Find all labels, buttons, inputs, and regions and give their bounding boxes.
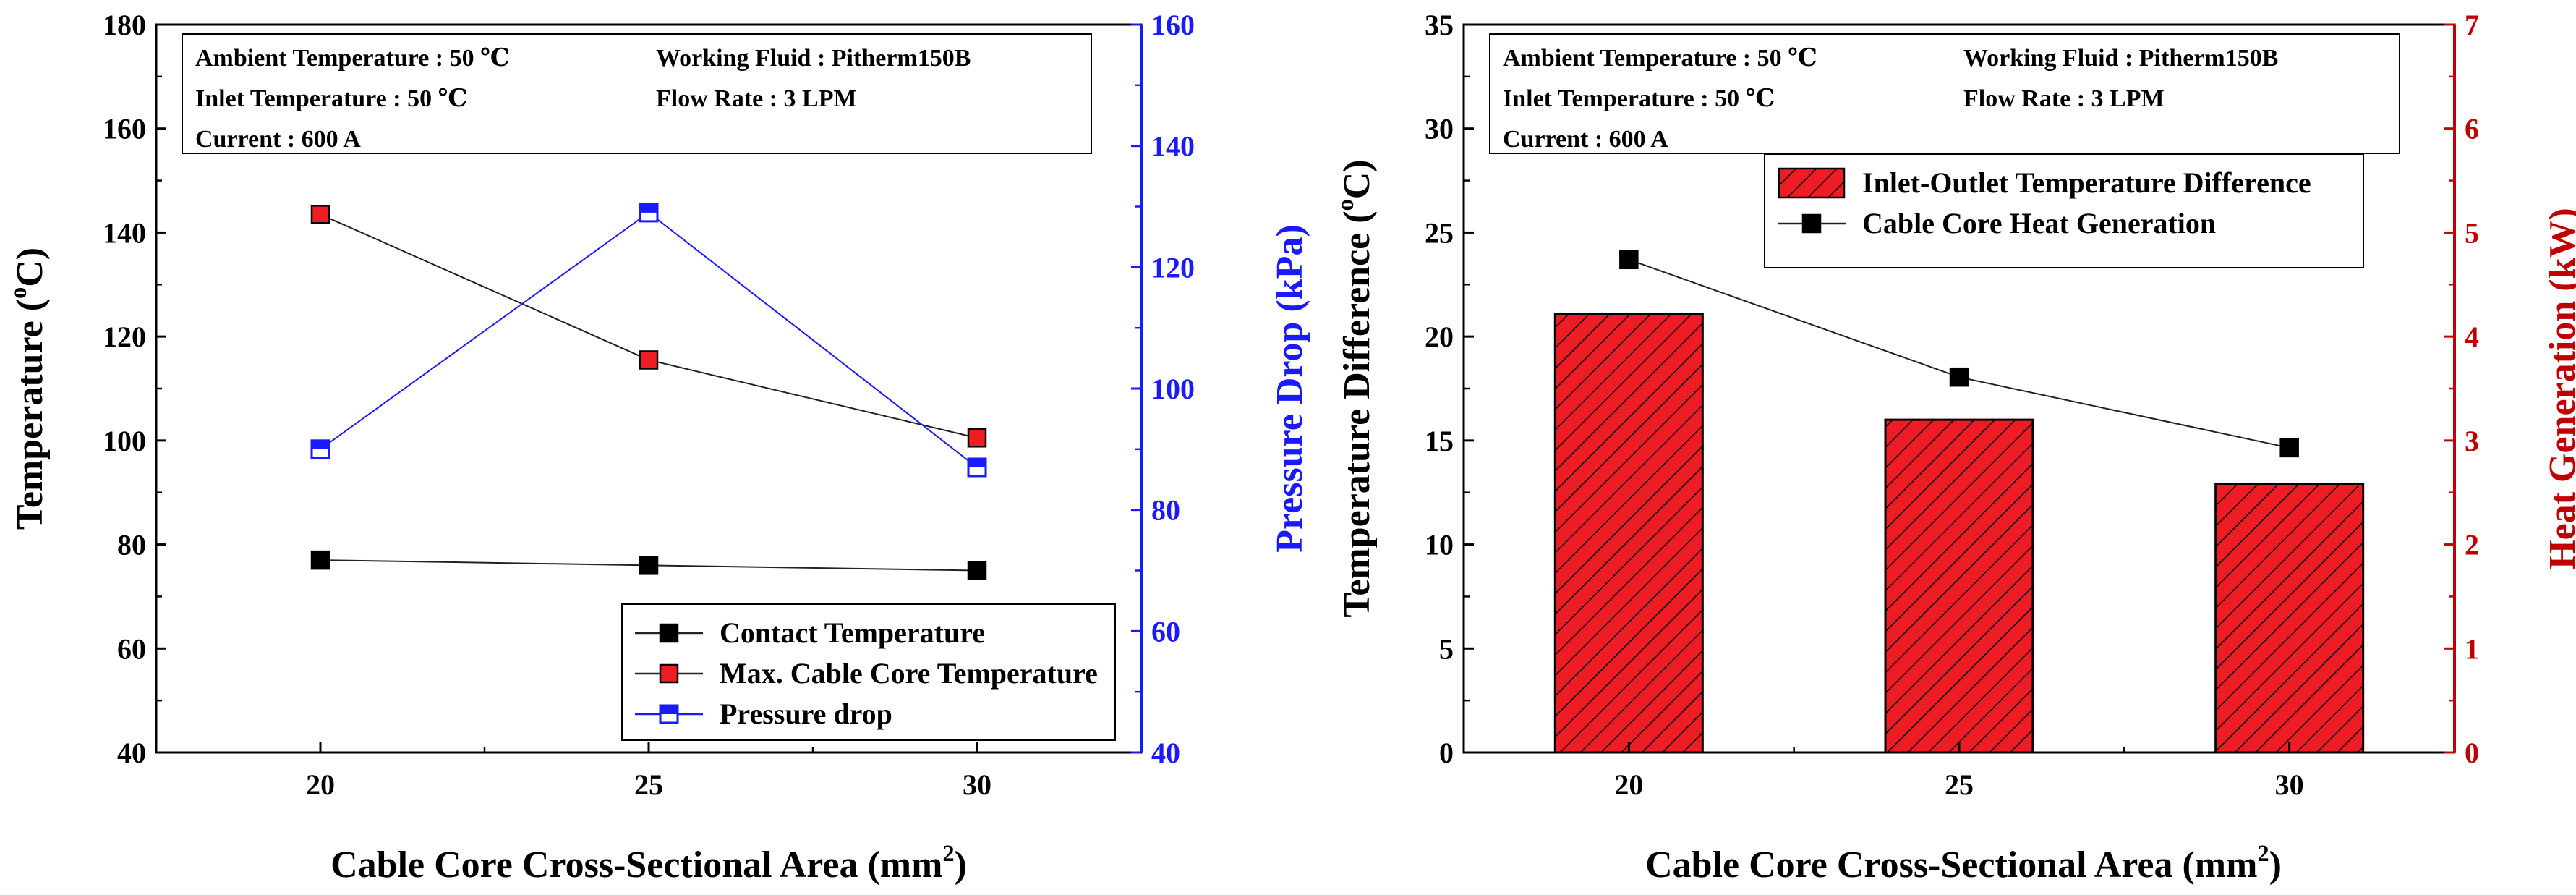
left-tick-label: 20 (1425, 321, 1454, 353)
x-axis-title-main: Cable Core Cross-Sectional Area (mm (1645, 844, 2257, 886)
right-tick-label: 100 (1151, 373, 1195, 405)
point-2-20-fill (312, 440, 329, 449)
y-right-axis-title: Pressure Drop (kPa) (1269, 224, 1310, 553)
right-tick-label: 2 (2465, 529, 2479, 561)
right-tick-label: 160 (1151, 9, 1195, 41)
info-text: Inlet Temperature : 50 ℃ (1503, 85, 1775, 112)
left-tick-label: 15 (1425, 425, 1454, 457)
right-tick-label: 140 (1151, 130, 1195, 163)
info-text: Working Fluid : Pitherm150B (656, 45, 971, 72)
legend-label: Contact Temperature (720, 616, 985, 649)
point-1-20 (1619, 250, 1639, 270)
point-1-25 (1949, 367, 1969, 387)
y-axis-title-sup: o (5, 287, 31, 299)
info-box (182, 33, 1092, 154)
legend-marker (659, 623, 679, 643)
x-axis-title-tail: ) (955, 844, 967, 886)
x-tick-label: 30 (963, 768, 991, 801)
point-0-25 (639, 556, 659, 575)
left-tick-label: 25 (1425, 216, 1454, 249)
point-1-30 (967, 428, 987, 448)
legend-marker-fill (660, 705, 678, 714)
y-axis-title-main: Temperature ( (9, 299, 51, 530)
y-axis-title: Temperature (oC) (5, 247, 51, 530)
x-axis-title-tail: ) (2269, 844, 2282, 886)
info-box (1489, 33, 2400, 154)
y-axis-title-main: Temperature Difference ( (1336, 211, 1378, 617)
bar-20 (1553, 313, 1704, 754)
left-tick-label: 60 (117, 632, 146, 665)
info-text: Flow Rate : 3 LPM (1963, 85, 2165, 112)
right-tick-label: 80 (1151, 494, 1180, 527)
legend-box (1764, 153, 2364, 268)
info-text: Ambient Temperature : 50 ℃ (195, 45, 510, 72)
point-1-20 (310, 205, 330, 224)
legend-swatch (1778, 167, 1846, 199)
right-tick-label: 5 (2465, 216, 2479, 249)
x-axis-title-sup: 2 (2257, 840, 2269, 866)
left-tick-label: 40 (117, 737, 146, 769)
point-2-30-fill (968, 458, 986, 467)
legend-box (621, 603, 1116, 741)
left-tick-label: 160 (103, 113, 146, 145)
y-axis-title-sup: o (1332, 199, 1358, 211)
info-text: Ambient Temperature : 50 ℃ (1503, 45, 1817, 72)
left-tick-label: 180 (103, 9, 146, 41)
right-chart: 0 5 10 15 20 25 30 35 0 1 2 3 4 5 6 7 20 25 30 Cable Core C… (1332, 9, 2576, 886)
y-right-axis-title: Heat Generation (kW) (2542, 208, 2576, 569)
legend-label: Pressure drop (720, 697, 892, 730)
point-0-20 (310, 550, 330, 570)
bar-30 (2214, 483, 2365, 754)
right-tick-label: 0 (2465, 737, 2479, 769)
right-tick-label: 40 (1151, 737, 1180, 769)
right-tick-label: 1 (2465, 632, 2479, 665)
bar-25 (1884, 418, 2034, 754)
legend-marker (1801, 213, 1822, 234)
legend-label: Inlet-Outlet Temperature Difference (1862, 166, 2311, 199)
point-0-30 (967, 561, 987, 580)
legend-label: Cable Core Heat Generation (1862, 207, 2216, 239)
series-line-1 (320, 213, 978, 439)
info-text: Working Fluid : Pitherm150B (1963, 45, 2278, 72)
left-tick-label: 0 (1439, 737, 1454, 769)
info-text: Flow Rate : 3 LPM (656, 85, 857, 112)
point-1-25 (639, 350, 659, 370)
right-tick-label: 3 (2465, 425, 2479, 457)
legend-label: Max. Cable Core Temperature (720, 657, 1098, 690)
info-text: Current : 600 A (195, 126, 361, 153)
info-text: Current : 600 A (1503, 126, 1668, 153)
right-tick-label: 6 (2465, 113, 2479, 145)
left-tick-label: 30 (1425, 113, 1454, 145)
x-axis-title: Cable Core Cross-Sectional Area (mm2) (1645, 840, 2282, 886)
x-tick-label: 25 (1945, 768, 1974, 801)
left-tick-label: 35 (1425, 9, 1454, 41)
left-chart: 40 60 80 100 120 140 160 180 40 60 80 100 120 140 160 2… (5, 9, 1310, 886)
info-text: Inlet Temperature : 50 ℃ (195, 85, 467, 112)
right-tick-label: 60 (1151, 615, 1180, 648)
left-tick-label: 80 (117, 529, 146, 561)
point-1-30 (2279, 438, 2299, 458)
x-axis-title: Cable Core Cross-Sectional Area (mm2) (330, 840, 967, 886)
y-axis-title: Temperature Difference (oC) (1332, 159, 1378, 617)
left-tick-label: 5 (1439, 632, 1454, 665)
x-axis-title-main: Cable Core Cross-Sectional Area (mm (330, 844, 942, 886)
left-tick-label: 120 (103, 321, 146, 353)
left-tick-label: 140 (103, 216, 146, 249)
right-tick-label: 120 (1151, 251, 1195, 284)
right-tick-label: 7 (2465, 9, 2479, 41)
left-tick-label: 10 (1425, 529, 1454, 561)
x-tick-label: 20 (306, 768, 335, 801)
x-axis-title-sup: 2 (942, 840, 954, 866)
x-tick-label: 30 (2275, 768, 2304, 801)
x-tick-label: 20 (1614, 768, 1643, 801)
right-tick-label: 4 (2465, 321, 2479, 353)
left-tick-label: 100 (103, 425, 146, 457)
point-2-25-fill (640, 203, 657, 213)
y-axis-title-tail: C) (9, 247, 51, 287)
y-axis-title-tail: C) (1336, 159, 1378, 199)
legend-marker (659, 663, 679, 684)
x-tick-label: 25 (634, 768, 663, 801)
series-line-2 (320, 211, 978, 468)
